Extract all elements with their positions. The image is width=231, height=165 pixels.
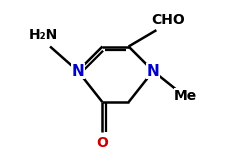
Text: N: N	[147, 64, 160, 79]
Text: CHO: CHO	[151, 13, 185, 27]
Text: Me: Me	[174, 89, 198, 103]
Text: O: O	[97, 136, 108, 150]
Text: H₂N: H₂N	[29, 28, 58, 42]
Text: N: N	[71, 64, 84, 79]
